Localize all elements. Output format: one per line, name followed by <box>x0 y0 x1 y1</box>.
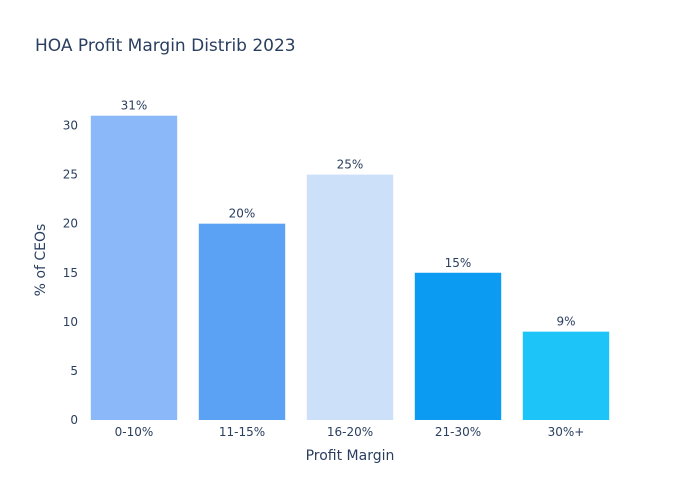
x-tick-label: 11-15% <box>219 425 265 439</box>
x-tick-label: 16-20% <box>327 425 373 439</box>
bar-value-label: 20% <box>229 207 256 221</box>
x-tick-label: 30%+ <box>548 425 585 439</box>
bar <box>522 331 610 420</box>
y-tick-label: 20 <box>63 217 78 231</box>
bar <box>90 115 178 421</box>
y-tick-label: 30 <box>63 119 78 133</box>
x-tick-label: 21-30% <box>435 425 481 439</box>
x-axis-title: Profit Margin <box>306 448 395 464</box>
bar <box>198 223 286 420</box>
x-tick-label: 0-10% <box>115 425 154 439</box>
chart-title: HOA Profit Margin Distrib 2023 <box>35 36 296 56</box>
bar-value-label: 31% <box>121 99 148 113</box>
y-tick-label: 15 <box>63 266 78 280</box>
y-tick-label: 10 <box>63 315 78 329</box>
data-labels-group: 31% 20% 25% 15% 9% <box>121 99 576 329</box>
bar-value-label: 15% <box>445 256 472 270</box>
bar <box>414 272 502 420</box>
y-axis-ticks: 0 5 10 15 20 25 30 <box>63 119 78 427</box>
bar-value-label: 9% <box>556 315 575 329</box>
x-axis-ticks: 0-10% 11-15% 16-20% 21-30% 30%+ <box>115 425 585 439</box>
y-axis-title: % of CEOs <box>33 224 49 297</box>
y-tick-label: 5 <box>70 364 78 378</box>
y-tick-label: 25 <box>63 168 78 182</box>
bar <box>306 174 394 420</box>
y-tick-label: 0 <box>70 413 78 427</box>
bars-group <box>90 115 610 421</box>
bar-value-label: 25% <box>337 158 364 172</box>
